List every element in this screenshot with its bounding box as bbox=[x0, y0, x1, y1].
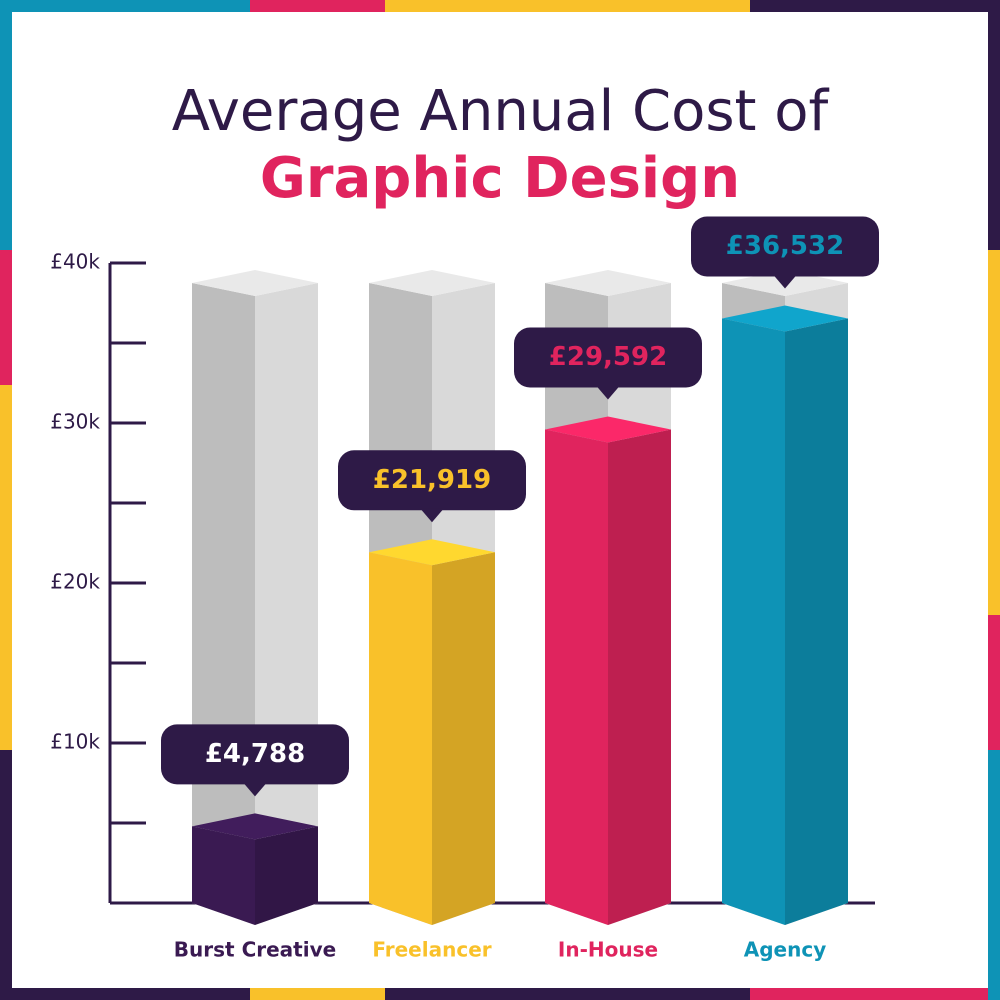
callout-box bbox=[338, 450, 526, 511]
bar-front bbox=[722, 318, 785, 925]
value-label: £36,532 bbox=[726, 231, 844, 261]
x-tick-label: Agency bbox=[744, 938, 827, 962]
x-tick-label: In-House bbox=[558, 938, 658, 962]
callout-pointer bbox=[243, 782, 267, 797]
callout-box bbox=[514, 327, 702, 388]
callout-pointer bbox=[420, 508, 444, 523]
bar-side bbox=[255, 826, 318, 925]
bar-top bbox=[722, 305, 848, 332]
value-label: £29,592 bbox=[549, 342, 667, 372]
callout-pointer bbox=[596, 385, 620, 400]
bar-top bbox=[545, 416, 671, 443]
bar-side bbox=[432, 552, 495, 925]
bar-front bbox=[369, 552, 432, 925]
chart-subtitle: Graphic Design bbox=[260, 146, 740, 211]
ghost-top bbox=[545, 270, 671, 296]
callout-box bbox=[691, 216, 879, 277]
bar-front bbox=[545, 429, 608, 925]
plot-area: £10k £20k £30k £40k £4,788 Burst Creative £21,… bbox=[50, 216, 879, 962]
x-tick-label: Freelancer bbox=[372, 938, 491, 962]
callout-box bbox=[161, 724, 349, 785]
y-tick-label: £30k bbox=[50, 410, 100, 434]
bar-side bbox=[608, 429, 671, 925]
y-tick-label: £40k bbox=[50, 250, 100, 274]
bar-top bbox=[192, 813, 318, 840]
chart-title: Average Annual Cost of bbox=[172, 79, 830, 144]
ghost-top bbox=[192, 270, 318, 296]
bar-front bbox=[192, 826, 255, 925]
value-label: £4,788 bbox=[205, 739, 305, 769]
callout-pointer bbox=[773, 274, 797, 289]
ghost-top bbox=[369, 270, 495, 296]
y-tick-label: £20k bbox=[50, 570, 100, 594]
bar-top bbox=[369, 539, 495, 566]
y-tick-label: £10k bbox=[50, 730, 100, 754]
bar-side bbox=[785, 318, 848, 925]
x-tick-label: Burst Creative bbox=[174, 938, 336, 962]
value-label: £21,919 bbox=[373, 465, 491, 495]
